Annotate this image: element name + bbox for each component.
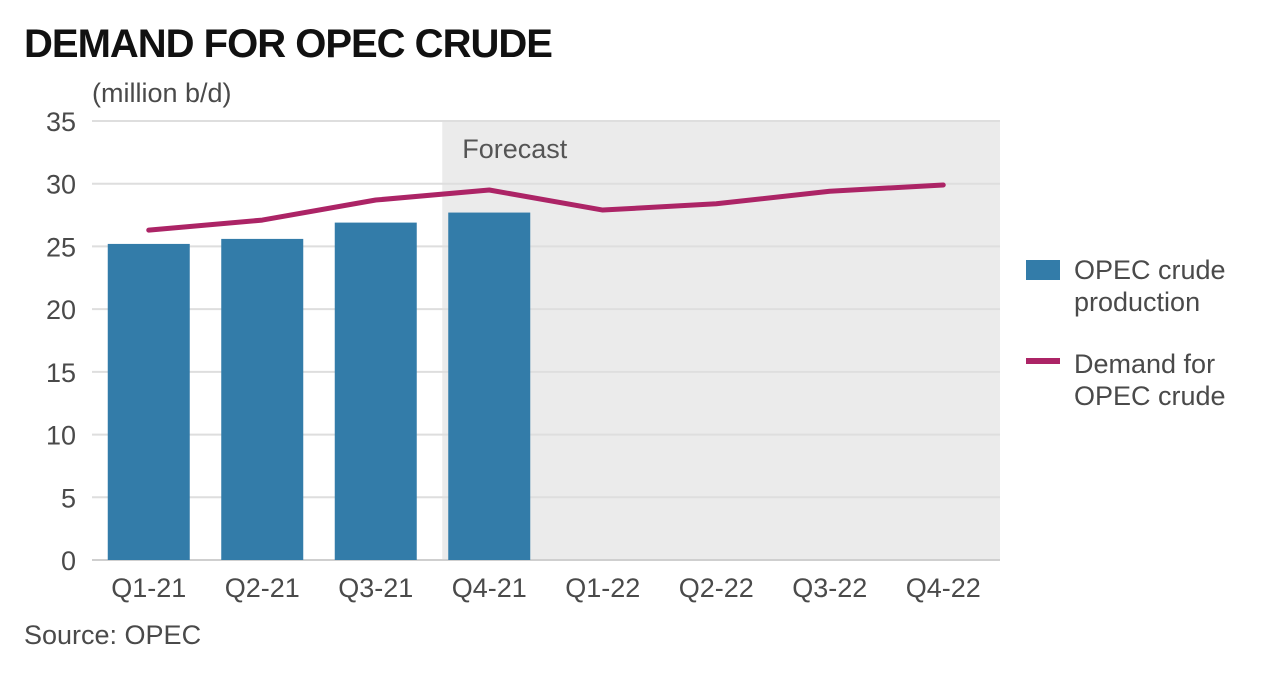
y-tick-label: 25: [46, 232, 76, 262]
legend-item-production: OPEC crude production: [1026, 254, 1256, 318]
source-note: Source: OPEC: [24, 620, 202, 650]
legend-label-demand: Demand for OPEC crude: [1074, 349, 1226, 411]
y-axis-unit-label: (million b/d): [92, 78, 232, 108]
x-tick-label: Q1-21: [111, 573, 186, 603]
legend-swatch-demand: [1026, 358, 1060, 364]
legend-swatch-production: [1026, 260, 1060, 280]
y-tick-label: 30: [46, 170, 76, 200]
y-tick-label: 15: [46, 358, 76, 388]
legend-label-production: OPEC crude production: [1074, 255, 1226, 317]
x-tick-label: Q3-21: [338, 573, 413, 603]
bar-production-q2-21: [221, 238, 304, 560]
x-tick-label: Q2-22: [679, 573, 754, 603]
y-tick-label: 35: [46, 107, 76, 137]
chart-title: DEMAND FOR OPEC CRUDE: [24, 22, 553, 66]
y-tick-label: 10: [46, 421, 76, 451]
bar-production-q1-21: [107, 243, 190, 561]
forecast-region: [442, 121, 1000, 560]
bar-production-q3-21: [334, 222, 417, 560]
y-tick-label: 0: [61, 546, 76, 576]
legend-item-demand: Demand for OPEC crude: [1026, 348, 1256, 412]
x-tick-label: Q3-22: [792, 573, 867, 603]
demand-line: [146, 182, 946, 233]
chart-legend: OPEC crude production Demand for OPEC cr…: [1026, 254, 1256, 412]
y-tick-label: 5: [61, 483, 76, 513]
x-tick-label: Q4-21: [452, 573, 527, 603]
x-tick-label: Q2-21: [225, 573, 300, 603]
x-tick-label: Q1-22: [565, 573, 640, 603]
x-tick-label: Q4-22: [906, 573, 981, 603]
bar-production-q4-21: [448, 212, 531, 560]
y-tick-label: 20: [46, 295, 76, 325]
forecast-label: Forecast: [462, 134, 568, 164]
